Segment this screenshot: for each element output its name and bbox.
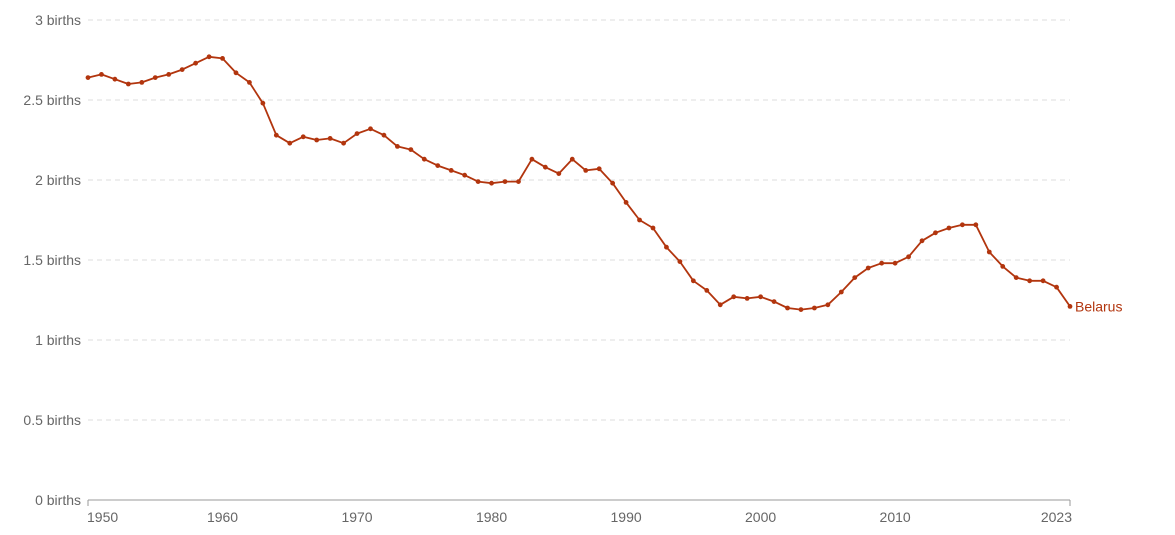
data-point <box>623 200 629 205</box>
data-point <box>152 75 158 80</box>
data-point <box>502 179 508 185</box>
y-tick-label: 0.5 births <box>23 412 81 428</box>
data-point <box>529 156 535 162</box>
x-tick-label: 1980 <box>476 509 507 525</box>
data-point <box>125 81 131 87</box>
data-point <box>1067 304 1073 309</box>
data-point <box>354 131 360 137</box>
x-tick-label: 2000 <box>745 509 776 525</box>
series-labels: Belarus <box>1075 298 1122 314</box>
data-point <box>812 305 817 311</box>
x-tick-label: 2023 <box>1041 509 1072 525</box>
data-point <box>852 275 858 280</box>
x-tick-label: 1960 <box>207 509 238 525</box>
data-point <box>569 156 575 162</box>
data-point <box>771 299 777 304</box>
data-point <box>717 302 723 308</box>
data-point <box>475 179 481 185</box>
series-lines <box>87 55 1071 311</box>
data-point <box>650 225 656 231</box>
data-point <box>327 136 333 141</box>
data-point <box>959 222 965 228</box>
data-point <box>973 222 979 228</box>
data-point <box>986 249 992 255</box>
data-point <box>865 265 871 271</box>
data-point <box>583 168 589 173</box>
series-line <box>87 55 1071 311</box>
data-point <box>435 163 441 169</box>
data-point <box>139 80 145 85</box>
x-tick-label: 1990 <box>611 509 642 525</box>
data-point <box>556 171 562 177</box>
data-point <box>785 305 790 311</box>
y-tick-label: 3 births <box>35 12 81 28</box>
data-point <box>664 244 669 250</box>
data-point <box>1013 275 1019 280</box>
data-point <box>731 294 737 300</box>
x-axis-tick-labels: 1950 1960 1970 1980 1990 2000 2010 2023 <box>87 509 1072 525</box>
data-point <box>193 60 199 66</box>
data-point <box>448 168 454 173</box>
series-label: Belarus <box>1075 298 1122 314</box>
x-tick-label: 1950 <box>87 509 118 525</box>
data-point <box>314 137 320 143</box>
data-point <box>408 147 414 153</box>
data-point <box>704 288 710 293</box>
data-point <box>542 164 548 170</box>
y-tick-label: 2 births <box>35 172 81 188</box>
data-point <box>341 140 346 146</box>
y-tick-label: 2.5 births <box>23 92 81 108</box>
data-point <box>220 56 225 61</box>
data-point <box>879 260 885 266</box>
y-tick-label: 1.5 births <box>23 252 81 268</box>
data-point <box>838 289 844 295</box>
data-point <box>798 307 804 312</box>
data-point <box>462 172 468 178</box>
data-point <box>892 260 898 266</box>
y-tick-label: 0 births <box>35 492 81 508</box>
data-point <box>919 238 925 244</box>
data-point <box>273 132 279 138</box>
data-point <box>516 179 521 185</box>
x-tick-label: 1970 <box>341 509 372 525</box>
data-point <box>677 259 683 264</box>
data-point <box>489 180 494 186</box>
data-point <box>166 72 172 77</box>
data-point <box>596 166 602 172</box>
y-axis-tick-labels: 0 births 0.5 births 1 births 1.5 births 2 bi… <box>23 12 81 508</box>
data-point <box>394 144 400 149</box>
data-point <box>99 72 104 77</box>
data-point <box>825 302 831 308</box>
data-point <box>946 225 952 231</box>
data-point <box>1027 278 1033 284</box>
data-point <box>1054 284 1059 290</box>
data-point <box>933 230 938 236</box>
data-point <box>247 80 252 85</box>
series-points <box>85 54 1073 312</box>
data-point <box>637 217 642 223</box>
data-point <box>758 294 764 300</box>
data-point <box>421 156 427 162</box>
data-point <box>112 76 118 82</box>
data-point <box>206 54 212 60</box>
data-point <box>381 132 387 138</box>
gridlines <box>88 19 1070 421</box>
x-tick-label: 2010 <box>880 509 911 525</box>
data-point <box>85 75 91 80</box>
data-point <box>610 180 616 186</box>
data-point <box>287 140 293 146</box>
data-point <box>690 278 696 284</box>
data-point <box>1040 278 1046 284</box>
data-point <box>744 296 750 301</box>
data-point <box>906 254 911 260</box>
y-tick-label: 1 births <box>35 332 81 348</box>
data-point <box>368 126 373 132</box>
data-point <box>1000 264 1006 269</box>
data-point <box>300 134 306 140</box>
data-point <box>233 70 239 76</box>
data-point <box>260 100 266 106</box>
data-point <box>179 67 185 72</box>
x-axis-ticks <box>87 500 1071 506</box>
